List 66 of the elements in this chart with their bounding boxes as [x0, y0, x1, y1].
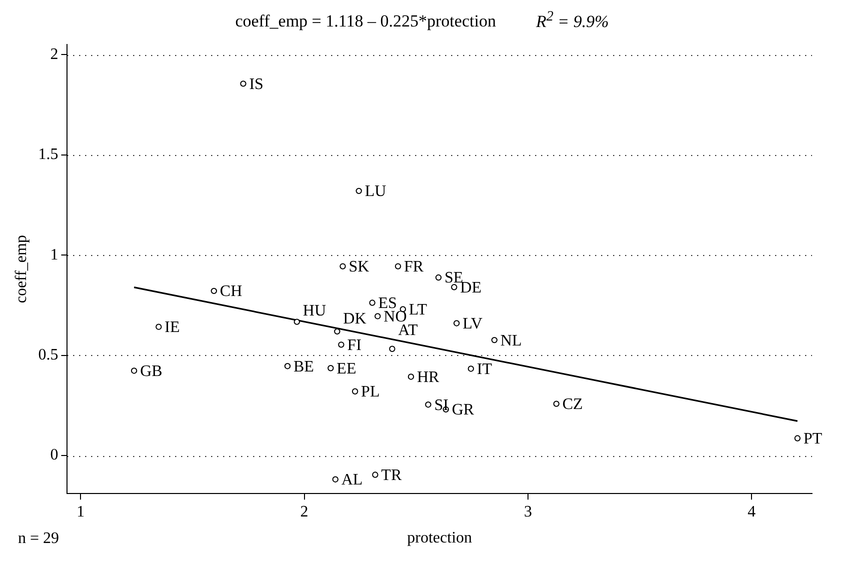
- annotation: LU: [364, 183, 387, 200]
- y-tick-label: 2: [50, 46, 58, 63]
- point: [340, 263, 346, 270]
- annotation: HR: [416, 368, 440, 386]
- point: [374, 313, 381, 320]
- x-tick-label: 2: [300, 503, 308, 520]
- annotation: FI: [347, 336, 362, 354]
- y-tick-label: 1.5: [38, 146, 58, 164]
- x-tick-label: 3: [524, 503, 532, 520]
- point: [130, 368, 138, 374]
- point: [372, 472, 378, 478]
- annotation: LV: [462, 315, 483, 332]
- annotation: CH: [220, 283, 243, 300]
- annotation: SI: [434, 396, 448, 414]
- annotation: IE: [164, 319, 180, 336]
- annotation: HU: [302, 302, 326, 320]
- chart-title: coeff_emp = 1.118 – 0.225*protection: [235, 12, 496, 31]
- chart-subtitle: R$^{2}$ = 9.9%: [536, 8, 609, 31]
- annotation: NL: [500, 332, 522, 350]
- x-axis-title: protection: [407, 530, 472, 547]
- point: [356, 188, 362, 194]
- annotation: PL: [361, 384, 380, 401]
- annotation: BE: [294, 358, 314, 376]
- annotation: GR: [452, 402, 474, 419]
- point: [294, 318, 300, 325]
- annotation: SE: [444, 270, 464, 287]
- annotation: PT: [803, 430, 822, 448]
- annotation: EE: [336, 360, 356, 378]
- point: [468, 366, 474, 372]
- point: [553, 400, 560, 407]
- text: n = 29: [18, 530, 60, 548]
- point: [408, 374, 414, 380]
- point: [389, 346, 396, 352]
- annotation: LT: [408, 301, 428, 318]
- point: [451, 284, 458, 290]
- y-tick-label: 1: [50, 246, 58, 264]
- x-tick-label: 1: [76, 503, 85, 520]
- annotation: CZ: [562, 396, 583, 414]
- point: [210, 288, 218, 294]
- annotation: IS: [249, 76, 264, 93]
- annotation: FR: [404, 258, 424, 276]
- y-tick-label: 0: [50, 446, 58, 464]
- annotation: DK: [343, 310, 367, 328]
- y-tick-label: 0.5: [38, 346, 58, 364]
- point: [369, 300, 376, 306]
- annotation: IT: [476, 360, 492, 378]
- point: [394, 263, 402, 270]
- annotation: SK: [348, 258, 370, 276]
- point: [284, 363, 291, 370]
- point: [328, 365, 334, 372]
- point: [454, 320, 460, 326]
- point: [156, 324, 162, 330]
- x-tick-label: 4: [748, 503, 756, 520]
- annotation: TR: [381, 466, 402, 484]
- point: [334, 328, 340, 335]
- point: [491, 336, 498, 344]
- point: [425, 402, 432, 408]
- point: [435, 274, 442, 281]
- point: [352, 388, 358, 394]
- annotation: AL: [341, 472, 363, 489]
- point: [794, 435, 801, 442]
- point: [240, 80, 246, 87]
- annotation: GB: [140, 362, 162, 380]
- point: [338, 342, 344, 348]
- y-axis-title: coeff_emp: [12, 235, 30, 304]
- point: [332, 476, 338, 482]
